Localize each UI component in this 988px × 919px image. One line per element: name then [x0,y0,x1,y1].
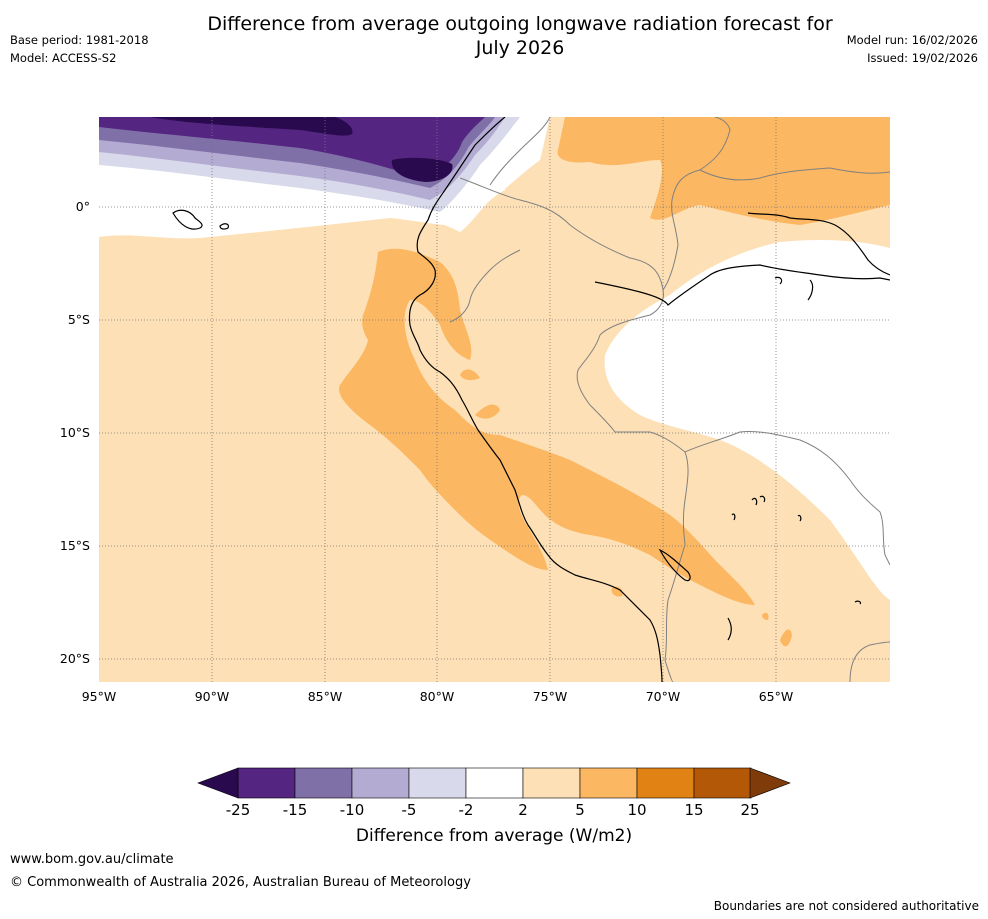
colorbar-box-8 [693,767,752,799]
lon-label-65w: 65°W [758,689,794,704]
colorbar-tick-6: 5 [575,801,585,819]
colorbar-box-7 [636,767,695,799]
colorbar-box-0 [237,767,296,799]
page-title: Difference from average outgoing longwav… [150,12,890,60]
lat-label-20s: 20°S [59,651,90,666]
colorbar [197,767,791,799]
colorbar-tick-8: 15 [684,801,704,819]
colorbar-tick-5: 2 [518,801,528,819]
lon-label-90w: 90°W [194,689,230,704]
colorbar-box-3 [408,767,467,799]
title-line-2: July 2026 [475,37,565,59]
colorbar-extend-low [197,767,239,799]
anomaly-5-10-coast [339,248,755,605]
header-left: Base period: 1981-2018 Model: ACCESS-S2 [10,31,149,67]
anomaly-5-10-patch-b [460,369,480,381]
colorbar-tick-9: 25 [740,801,760,819]
lat-label-0: 0° [75,199,90,214]
anomaly-5-10-patch-e [762,612,769,620]
anomaly-neg-25-b [391,157,453,182]
anomaly-5-10-patch-c [611,586,623,597]
anomaly-neg-15-25 [99,117,485,178]
issued-date: Issued: 19/02/2026 [867,51,978,65]
anomaly-neg-25-a [150,117,353,136]
colorbar-tick-0: -25 [225,801,251,819]
colorbar-box-6 [579,767,638,799]
colorbar-label: Difference from average (W/m2) [355,826,633,846]
colorbar-box-1 [294,767,353,799]
lon-label-75w: 75°W [532,689,568,704]
copyright-text: © Commonwealth of Australia 2026, Austra… [10,875,471,890]
anomaly-5-10-patch-a [475,404,500,419]
lat-label-10s: 10°S [59,425,90,440]
country-borders [449,117,890,682]
lon-label-70w: 70°W [645,689,681,704]
lon-label-95w: 95°W [81,689,117,704]
colorbar-tick-7: 10 [627,801,647,819]
gridlines [99,117,890,682]
colorbar-tick-1: -15 [282,801,308,819]
lon-label-85w: 85°W [307,689,343,704]
base-period: Base period: 1981-2018 [10,33,149,47]
model-run: Model run: 16/02/2026 [846,33,978,47]
lat-label-5s: 5°S [67,312,90,327]
coastline [172,117,890,682]
model-name: Model: ACCESS-S2 [10,51,117,65]
colorbar-boxes [237,767,752,799]
anomaly-5-10-north [557,117,890,225]
header-right: Model run: 16/02/2026 Issued: 19/02/2026 [847,31,978,67]
colorbar-tick-2: -10 [339,801,365,819]
neutral-zone-amazon [604,240,890,600]
lat-label-15s: 15°S [59,538,90,553]
title-line-1: Difference from average outgoing longwav… [207,13,833,35]
lon-label-80w: 80°W [419,689,455,704]
map-field [99,117,890,682]
colorbar-box-4 [465,767,524,799]
colorbar-tick-4: -2 [458,801,474,819]
colorbar-box-2 [351,767,410,799]
anomaly-5-10-patch-d [780,629,792,647]
colorbar-box-5 [522,767,581,799]
boundaries-note: Boundaries are not considered authoritat… [713,899,979,913]
colorbar-tick-3: -5 [401,801,417,819]
colorbar-extend-high [749,767,791,799]
website-link[interactable]: www.bom.gov.au/climate [10,852,174,867]
